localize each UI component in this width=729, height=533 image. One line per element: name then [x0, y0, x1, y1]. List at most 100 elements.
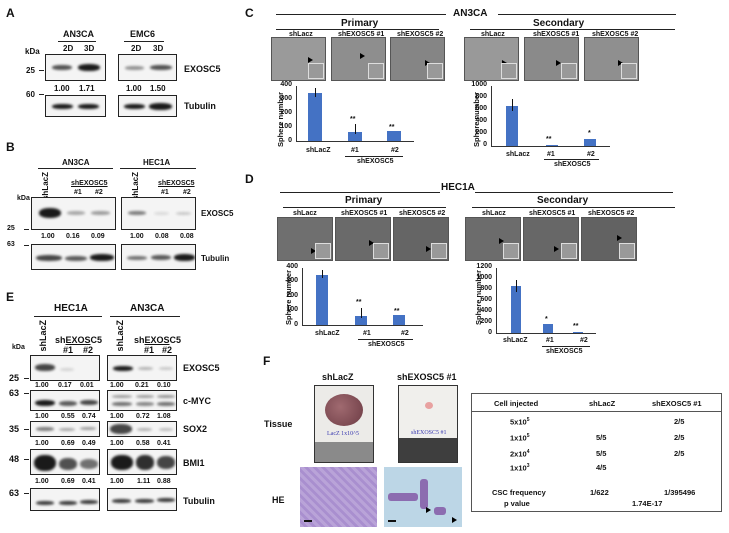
section-secondary: Secondary: [537, 195, 589, 206]
header-line: [276, 14, 446, 15]
cell-line-hec1a: HEC1A: [441, 182, 475, 193]
quant-value: 0.69: [61, 478, 75, 485]
band: [35, 400, 55, 406]
band: [90, 254, 114, 261]
handwritten-note: LacZ 1x10^5: [327, 431, 359, 437]
microscopy-image: [464, 37, 519, 81]
inset: [561, 63, 577, 79]
microscopy-image: [335, 217, 391, 261]
group-underline: [58, 41, 96, 42]
quant-value: 1.00: [126, 84, 142, 93]
marker-tick: [24, 229, 29, 230]
band: [59, 501, 77, 505]
significance-marker: **: [573, 323, 579, 330]
scale-bar: [388, 520, 396, 522]
blot-tubulin-hec1a: [121, 244, 196, 270]
header-line: [475, 192, 673, 193]
sh-suffix: C5: [90, 335, 103, 345]
microscopy-image: [465, 217, 521, 261]
microscopy-image: [393, 217, 449, 261]
y-tick: 400: [280, 81, 292, 88]
dose-base: 2x10: [510, 449, 527, 459]
arrowhead-icon: [499, 238, 504, 244]
image-label: shLacz: [482, 210, 506, 217]
blot-tubulin-hec1a: [30, 488, 100, 511]
error-bar: [322, 270, 323, 278]
microscopy-image: [581, 217, 637, 261]
table-header: shLacZ: [589, 399, 616, 408]
significance-marker: *: [588, 130, 591, 137]
significance-marker: **: [394, 308, 400, 315]
error-bar: [512, 99, 513, 111]
protein-tubulin: Tubulin: [183, 496, 215, 506]
y-tick: 100: [286, 306, 298, 313]
group-label: shEXOSC5: [554, 161, 591, 168]
cell-line-an3ca: AN3CA: [63, 29, 95, 39]
marker-tick: [24, 245, 29, 246]
protein-cmyc: c-MYC: [183, 396, 212, 406]
table-cell: 2/5: [674, 417, 685, 426]
dose: 1x103: [510, 463, 529, 473]
y-tick: 0: [488, 329, 492, 336]
marker: 63: [9, 388, 20, 398]
band: [110, 424, 132, 434]
lane-label: 3D: [153, 44, 164, 53]
y-tick: 0: [288, 137, 292, 144]
microscopy-image: [390, 37, 445, 81]
y-tick: 1200: [476, 263, 492, 270]
quant-value: 0.41: [157, 440, 171, 447]
quant-value: 1.00: [54, 84, 70, 93]
blot-tubulin-emc6: [118, 95, 177, 117]
marker-63: 63: [7, 241, 15, 248]
marker: 25: [9, 373, 20, 383]
section-underline: [283, 207, 446, 208]
y-axis: [302, 268, 303, 326]
arrowhead-icon: [618, 60, 623, 66]
band: [157, 402, 175, 406]
column-label-shlacz: shLacZ: [322, 372, 354, 382]
quant-value: 0.41: [82, 478, 96, 485]
microscopy-image: [277, 217, 333, 261]
dose: 2x104: [510, 449, 529, 459]
x-label: #2: [580, 337, 588, 344]
significance-marker: *: [545, 316, 548, 323]
blot-bmi1-an3ca: [107, 449, 177, 475]
dose: 5x105: [510, 417, 529, 427]
band: [112, 402, 132, 406]
arrowhead-icon: [556, 60, 561, 66]
column-label-shexosc5: shEXOSC5 #1: [397, 372, 457, 382]
band: [52, 104, 73, 109]
header-line: [498, 14, 676, 15]
y-tick: 800: [480, 285, 492, 292]
image-label: shEXOSC5 #2: [397, 31, 444, 38]
lane-label: 2D: [63, 44, 74, 53]
x-label: shLacz: [506, 151, 530, 158]
microscopy-image: [271, 37, 326, 81]
y-tick: 200: [286, 292, 298, 299]
inset: [308, 63, 324, 79]
marker-25: 25: [26, 66, 35, 75]
dose-exponent: 5: [526, 433, 530, 439]
image-label: shEXOSC5 #2: [588, 210, 635, 217]
inset: [427, 63, 443, 79]
quant-value: 0.74: [82, 413, 96, 420]
group-underline: [110, 316, 180, 317]
quant-value: 0.16: [66, 233, 80, 240]
y-tick: 300: [280, 95, 292, 102]
lane-label: #2: [83, 345, 94, 355]
marker-tick: [24, 429, 29, 430]
p-value-label: p value: [504, 499, 530, 508]
bar: [348, 132, 362, 141]
ruler: [399, 438, 457, 462]
band: [159, 367, 173, 370]
table-header: shEXOSC5 #1: [652, 399, 702, 408]
y-axis: [296, 86, 297, 142]
lane-shlacz: shLacZ: [41, 172, 50, 201]
quant-value: 1.08: [157, 413, 171, 420]
band: [176, 212, 191, 215]
tumor: [325, 394, 363, 426]
y-tick: 0: [294, 321, 298, 328]
sh-prefix: sh: [55, 335, 66, 345]
lane-label: #2: [95, 189, 103, 196]
section-underline: [470, 29, 675, 30]
